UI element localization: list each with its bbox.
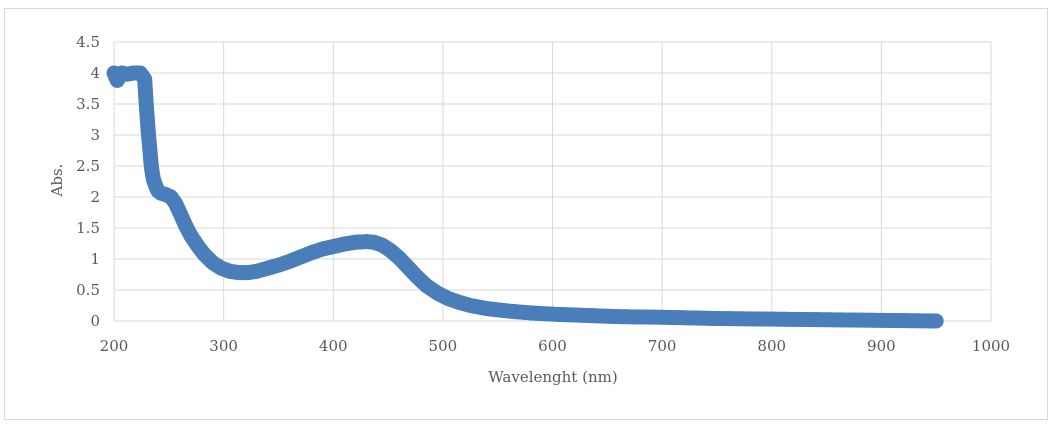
data-series [106,65,944,329]
x-tick-label: 500 [429,337,458,355]
x-tick-label: 400 [319,337,348,355]
y-tick-label: 0.5 [76,281,100,299]
y-tick-label: 1.5 [76,219,100,237]
x-axis-title: Wavelenght (nm) [488,368,617,386]
x-axis-tick-labels: 200 300 400 500 600 700 800 900 1000 [100,337,1010,355]
y-axis-tick-labels: 0 0.5 1 1.5 2 2.5 3 3.5 4 4.5 [76,33,100,330]
x-tick-label: 700 [648,337,677,355]
x-tick-label: 200 [100,337,129,355]
y-axis-title: Abs. [48,164,66,198]
y-tick-label: 2.5 [76,157,100,175]
data-point-interp [926,313,942,329]
y-tick-label: 4.5 [76,33,100,51]
y-tick-label: 0 [90,312,100,330]
x-tick-label: 900 [867,337,896,355]
x-tick-label: 800 [757,337,786,355]
y-tick-label: 4 [90,64,100,82]
y-tick-label: 3.5 [76,95,100,113]
x-tick-label: 300 [209,337,238,355]
y-tick-label: 1 [90,250,100,268]
x-tick-label: 1000 [972,337,1010,355]
y-tick-label: 3 [90,126,100,144]
y-tick-label: 2 [90,188,100,206]
x-tick-label: 600 [538,337,567,355]
